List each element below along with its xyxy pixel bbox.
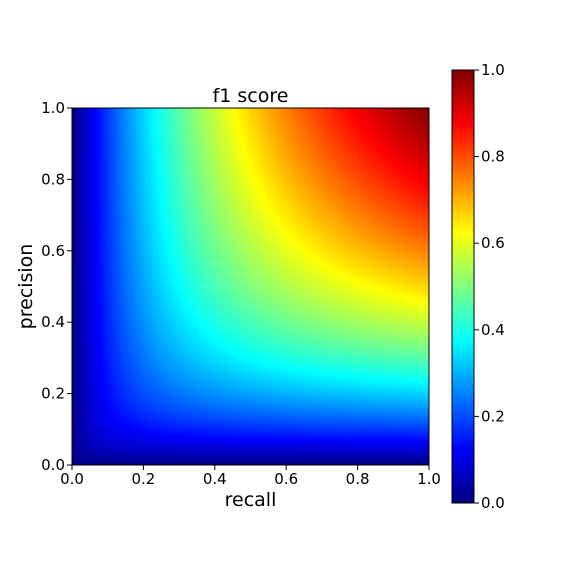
plot-border xyxy=(71,107,430,466)
x-axis-label: recall xyxy=(225,489,277,511)
x-tick-label: 0.0 xyxy=(60,470,84,488)
y-tick-label: 0.0 xyxy=(41,456,65,474)
colorbar-tick-label: 0.4 xyxy=(481,321,505,339)
colorbar-border xyxy=(451,69,475,504)
colorbar-gradient xyxy=(452,70,474,503)
x-tick-label: 0.8 xyxy=(346,470,370,488)
colorbar-tick-label: 0.8 xyxy=(481,148,505,166)
x-axis-ticks: 0.0 0.2 0.4 0.6 0.8 1.0 xyxy=(60,465,441,488)
x-tick-label: 1.0 xyxy=(417,470,441,488)
x-tick-label: 0.2 xyxy=(131,470,155,488)
chart-title: f1 score xyxy=(213,85,289,107)
colorbar-tick-label: 0.6 xyxy=(481,234,505,252)
colorbar-tick-label: 1.0 xyxy=(481,61,505,79)
x-tick-label: 0.4 xyxy=(203,470,227,488)
y-tick-label: 0.8 xyxy=(41,170,65,188)
y-tick-label: 0.2 xyxy=(41,385,65,403)
x-tick-label: 0.6 xyxy=(274,470,298,488)
colorbar-frame xyxy=(451,69,475,504)
y-axis-ticks: 0.0 0.2 0.4 0.6 0.8 1.0 xyxy=(41,99,72,474)
colorbar-tick-label: 0.2 xyxy=(481,407,505,425)
f1-heatmap-image xyxy=(72,108,429,465)
y-tick-label: 1.0 xyxy=(41,99,65,117)
y-axis-label: precision xyxy=(15,244,37,330)
colorbar-ticks: 0.0 0.2 0.4 0.6 0.8 1.0 xyxy=(474,61,505,512)
y-tick-label: 0.4 xyxy=(41,313,65,331)
plot-frame xyxy=(71,107,430,466)
colorbar-tick-label: 0.0 xyxy=(481,494,505,512)
y-tick-label: 0.6 xyxy=(41,242,65,260)
